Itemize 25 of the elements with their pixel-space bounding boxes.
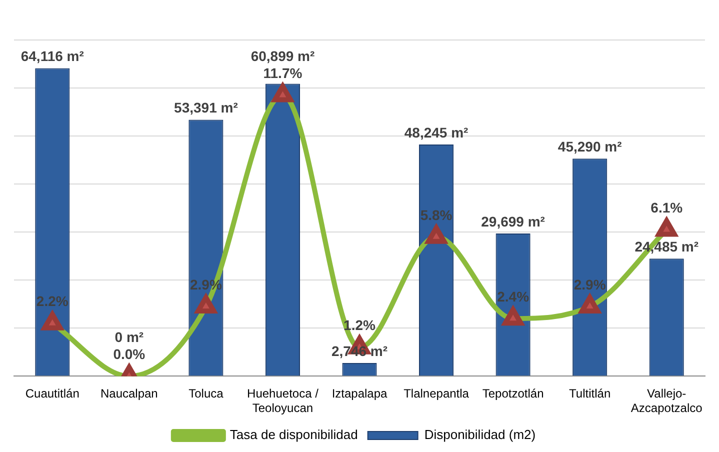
data-label: 6.1% — [650, 200, 684, 216]
data-label: 0 m² — [114, 329, 144, 346]
data-label: 11.7% — [263, 65, 303, 82]
x-tick-label: Huehuetoca / Teoloyucan — [247, 386, 320, 416]
x-tick-label: Toluca — [188, 386, 224, 401]
data-label: 2.2% — [36, 293, 69, 310]
x-tick-label: Tepotzotlán — [482, 386, 544, 401]
x-tick-label: Iztapalapa — [332, 386, 388, 401]
legend-label: Tasa de disponibilidad — [230, 427, 358, 442]
data-label: 0.0% — [113, 346, 146, 362]
x-tick-label: Tlalnepantla — [404, 386, 470, 401]
data-label: 2.9% — [574, 276, 606, 292]
data-label: 60,899 m² — [250, 48, 315, 64]
legend-label: Disponibilidad (m2) — [424, 427, 536, 442]
data-label: 29,699 m² — [481, 213, 546, 230]
x-tick-label: Naucalpan — [100, 386, 158, 401]
data-label: 53,391 m² — [174, 100, 238, 116]
data-label: 45,290 m² — [558, 138, 622, 155]
data-label: 64,116 m² — [20, 48, 84, 64]
x-tick-label: Cuautitlán — [25, 386, 80, 401]
data-label: 2.4% — [497, 288, 530, 304]
x-tick-label: Tultitlán — [569, 386, 611, 401]
data-label: 48,245 m² — [404, 124, 469, 140]
x-tick-label: Vallejo- Azcapotzalco — [630, 386, 703, 416]
data-label: 5.8% — [420, 206, 453, 223]
